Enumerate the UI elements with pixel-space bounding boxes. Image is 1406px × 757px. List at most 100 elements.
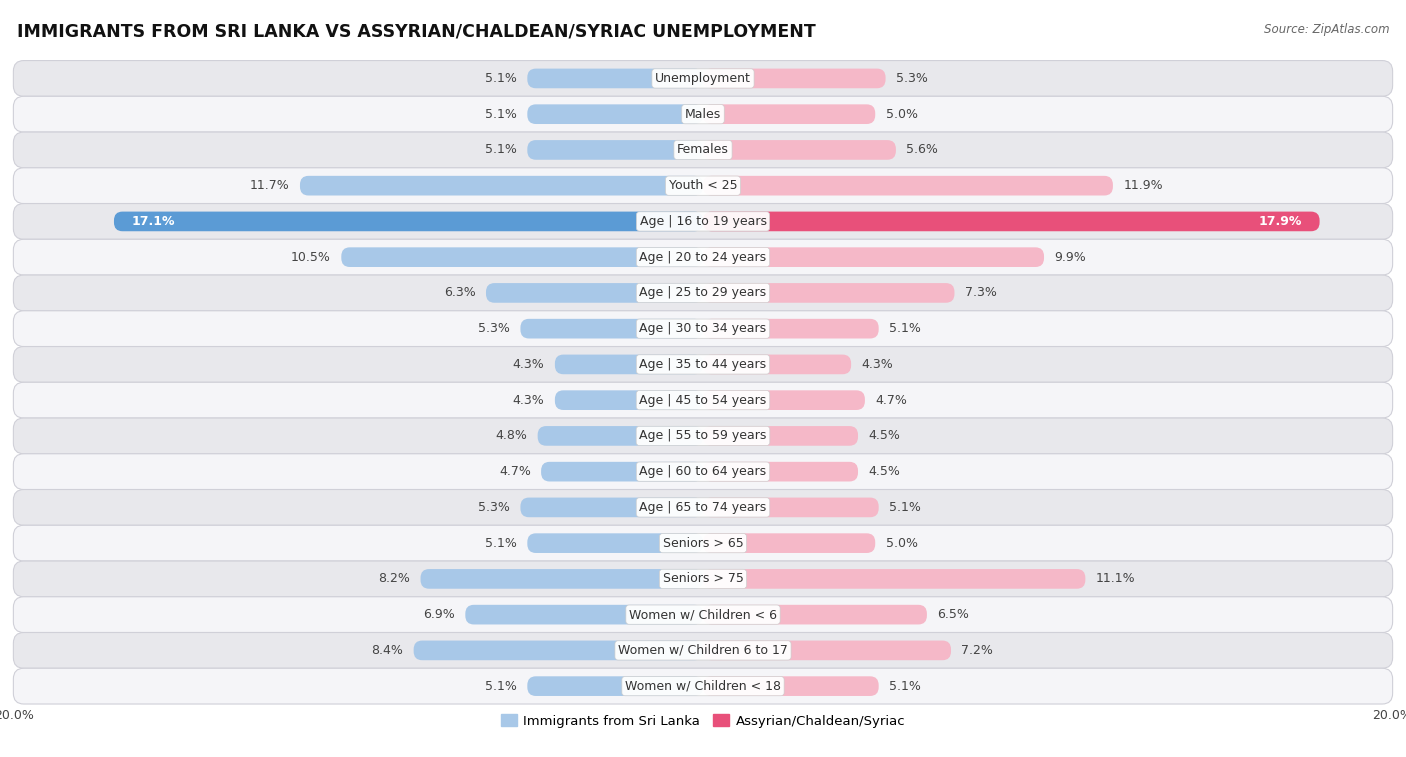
FancyBboxPatch shape — [14, 490, 1392, 525]
FancyBboxPatch shape — [114, 212, 703, 231]
Text: 4.5%: 4.5% — [869, 429, 900, 442]
Text: 17.9%: 17.9% — [1258, 215, 1302, 228]
FancyBboxPatch shape — [703, 462, 858, 481]
Text: 8.4%: 8.4% — [371, 644, 404, 657]
Text: 17.1%: 17.1% — [131, 215, 174, 228]
FancyBboxPatch shape — [14, 168, 1392, 204]
FancyBboxPatch shape — [541, 462, 703, 481]
Text: Age | 16 to 19 years: Age | 16 to 19 years — [640, 215, 766, 228]
Text: Source: ZipAtlas.com: Source: ZipAtlas.com — [1264, 23, 1389, 36]
FancyBboxPatch shape — [14, 96, 1392, 132]
Text: 6.3%: 6.3% — [444, 286, 475, 300]
FancyBboxPatch shape — [703, 176, 1114, 195]
FancyBboxPatch shape — [413, 640, 703, 660]
Text: 8.2%: 8.2% — [378, 572, 411, 585]
FancyBboxPatch shape — [342, 248, 703, 267]
Text: 5.1%: 5.1% — [889, 322, 921, 335]
FancyBboxPatch shape — [703, 283, 955, 303]
Text: 11.7%: 11.7% — [250, 179, 290, 192]
Text: IMMIGRANTS FROM SRI LANKA VS ASSYRIAN/CHALDEAN/SYRIAC UNEMPLOYMENT: IMMIGRANTS FROM SRI LANKA VS ASSYRIAN/CH… — [17, 23, 815, 41]
FancyBboxPatch shape — [14, 132, 1392, 168]
FancyBboxPatch shape — [465, 605, 703, 625]
Text: 5.1%: 5.1% — [485, 537, 517, 550]
FancyBboxPatch shape — [537, 426, 703, 446]
Text: Males: Males — [685, 107, 721, 120]
Text: Women w/ Children < 18: Women w/ Children < 18 — [626, 680, 780, 693]
FancyBboxPatch shape — [14, 382, 1392, 418]
Legend: Immigrants from Sri Lanka, Assyrian/Chaldean/Syriac: Immigrants from Sri Lanka, Assyrian/Chal… — [495, 709, 911, 733]
Text: 5.1%: 5.1% — [485, 680, 517, 693]
FancyBboxPatch shape — [703, 248, 1045, 267]
FancyBboxPatch shape — [703, 676, 879, 696]
Text: Age | 35 to 44 years: Age | 35 to 44 years — [640, 358, 766, 371]
Text: Age | 45 to 54 years: Age | 45 to 54 years — [640, 394, 766, 407]
Text: 5.1%: 5.1% — [485, 107, 517, 120]
FancyBboxPatch shape — [703, 497, 879, 517]
FancyBboxPatch shape — [555, 354, 703, 374]
FancyBboxPatch shape — [14, 239, 1392, 275]
Text: 5.1%: 5.1% — [889, 501, 921, 514]
Text: 7.2%: 7.2% — [962, 644, 993, 657]
FancyBboxPatch shape — [555, 391, 703, 410]
Text: 4.5%: 4.5% — [869, 465, 900, 478]
Text: 4.3%: 4.3% — [513, 358, 544, 371]
FancyBboxPatch shape — [527, 534, 703, 553]
Text: 5.6%: 5.6% — [907, 143, 938, 157]
Text: 5.0%: 5.0% — [886, 107, 918, 120]
FancyBboxPatch shape — [14, 633, 1392, 668]
FancyBboxPatch shape — [703, 605, 927, 625]
FancyBboxPatch shape — [14, 418, 1392, 453]
FancyBboxPatch shape — [520, 319, 703, 338]
Text: 5.3%: 5.3% — [478, 322, 510, 335]
Text: Women w/ Children 6 to 17: Women w/ Children 6 to 17 — [619, 644, 787, 657]
FancyBboxPatch shape — [14, 61, 1392, 96]
FancyBboxPatch shape — [14, 525, 1392, 561]
FancyBboxPatch shape — [703, 140, 896, 160]
FancyBboxPatch shape — [703, 426, 858, 446]
FancyBboxPatch shape — [703, 104, 875, 124]
Text: 5.1%: 5.1% — [485, 72, 517, 85]
FancyBboxPatch shape — [703, 534, 875, 553]
Text: 4.3%: 4.3% — [862, 358, 893, 371]
Text: 6.9%: 6.9% — [423, 608, 456, 621]
FancyBboxPatch shape — [703, 212, 1320, 231]
Text: Youth < 25: Youth < 25 — [669, 179, 737, 192]
FancyBboxPatch shape — [703, 354, 851, 374]
Text: 4.8%: 4.8% — [495, 429, 527, 442]
FancyBboxPatch shape — [14, 668, 1392, 704]
Text: Age | 60 to 64 years: Age | 60 to 64 years — [640, 465, 766, 478]
FancyBboxPatch shape — [14, 453, 1392, 490]
Text: 7.3%: 7.3% — [965, 286, 997, 300]
FancyBboxPatch shape — [14, 561, 1392, 597]
FancyBboxPatch shape — [486, 283, 703, 303]
Text: 5.1%: 5.1% — [485, 143, 517, 157]
Text: 11.1%: 11.1% — [1095, 572, 1135, 585]
Text: Females: Females — [678, 143, 728, 157]
Text: Seniors > 75: Seniors > 75 — [662, 572, 744, 585]
Text: 6.5%: 6.5% — [938, 608, 969, 621]
Text: Age | 55 to 59 years: Age | 55 to 59 years — [640, 429, 766, 442]
FancyBboxPatch shape — [520, 497, 703, 517]
FancyBboxPatch shape — [703, 69, 886, 89]
Text: 9.9%: 9.9% — [1054, 251, 1085, 263]
Text: 5.3%: 5.3% — [896, 72, 928, 85]
Text: Age | 30 to 34 years: Age | 30 to 34 years — [640, 322, 766, 335]
FancyBboxPatch shape — [14, 347, 1392, 382]
Text: 5.3%: 5.3% — [478, 501, 510, 514]
FancyBboxPatch shape — [703, 391, 865, 410]
Text: 10.5%: 10.5% — [291, 251, 330, 263]
FancyBboxPatch shape — [527, 104, 703, 124]
FancyBboxPatch shape — [420, 569, 703, 589]
Text: 11.9%: 11.9% — [1123, 179, 1163, 192]
Text: 4.3%: 4.3% — [513, 394, 544, 407]
Text: 4.7%: 4.7% — [499, 465, 531, 478]
FancyBboxPatch shape — [14, 275, 1392, 311]
Text: Age | 25 to 29 years: Age | 25 to 29 years — [640, 286, 766, 300]
Text: 5.1%: 5.1% — [889, 680, 921, 693]
Text: Women w/ Children < 6: Women w/ Children < 6 — [628, 608, 778, 621]
FancyBboxPatch shape — [703, 319, 879, 338]
FancyBboxPatch shape — [14, 311, 1392, 347]
Text: Unemployment: Unemployment — [655, 72, 751, 85]
FancyBboxPatch shape — [14, 597, 1392, 633]
FancyBboxPatch shape — [14, 204, 1392, 239]
